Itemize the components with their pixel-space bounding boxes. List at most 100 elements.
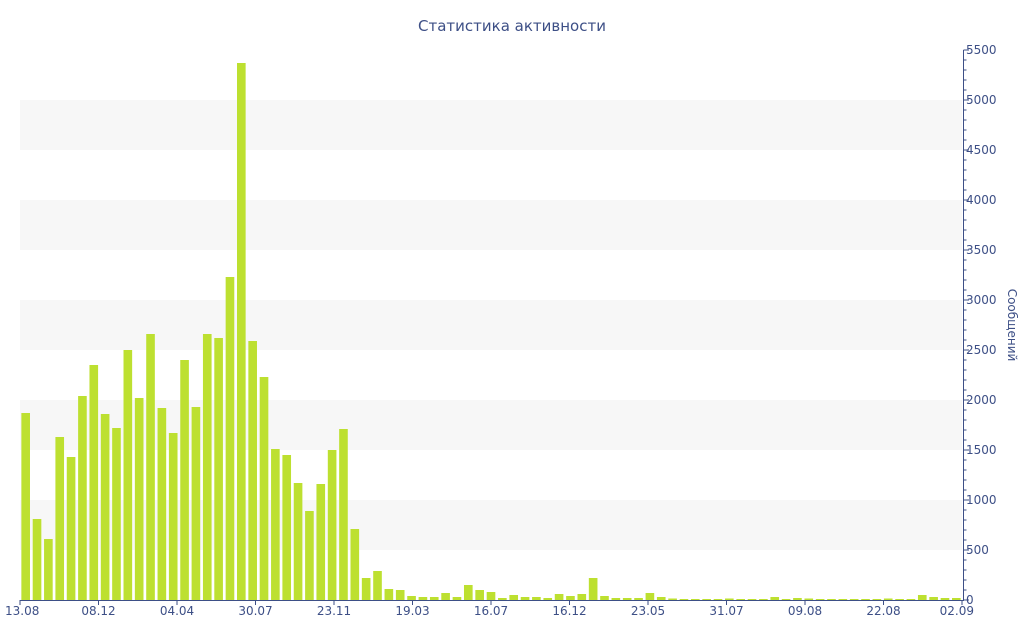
bar — [895, 599, 904, 600]
bar — [747, 599, 757, 600]
x-tick-label: 04.04 — [160, 604, 194, 618]
y-tick-label: 3500 — [966, 243, 997, 257]
x-tick-label: 13.08 — [5, 604, 39, 618]
bar — [327, 450, 337, 600]
bar — [645, 593, 655, 600]
x-tick-label: 23.11 — [317, 604, 351, 618]
bar — [146, 334, 155, 600]
bar — [361, 578, 371, 600]
grid-band — [20, 100, 962, 150]
bar — [588, 578, 598, 600]
y-tick-label: 3000 — [966, 293, 997, 307]
bar — [656, 597, 666, 600]
grid-band — [20, 300, 962, 350]
y-tick-label: 2000 — [966, 393, 997, 407]
grid-band — [20, 200, 962, 250]
bar — [418, 597, 428, 600]
bar — [191, 407, 201, 600]
bar — [690, 599, 700, 600]
bar — [452, 597, 462, 600]
bar — [804, 598, 814, 600]
y-tick-label: 1500 — [966, 443, 997, 457]
bar — [838, 599, 848, 600]
bar — [259, 377, 269, 600]
bar — [89, 365, 99, 600]
x-tick-label: 16.07 — [474, 604, 508, 618]
bar — [498, 598, 507, 600]
y-tick-label: 4500 — [966, 143, 997, 157]
bar — [929, 597, 938, 600]
bar — [883, 598, 893, 600]
bar — [316, 484, 326, 600]
bar — [134, 398, 144, 600]
bar — [475, 590, 484, 600]
bar — [463, 585, 473, 600]
bar — [237, 63, 246, 600]
bar — [509, 595, 519, 600]
bar — [66, 457, 76, 600]
bar — [634, 598, 643, 600]
bar — [917, 595, 927, 600]
bar — [952, 598, 961, 600]
bar — [282, 455, 292, 600]
y-tick-label: 500 — [966, 543, 989, 557]
bar — [32, 519, 42, 600]
bar — [55, 437, 65, 600]
bar — [781, 599, 791, 600]
bar — [554, 594, 564, 600]
bar — [225, 277, 235, 600]
bar — [543, 598, 553, 600]
bar — [577, 594, 587, 600]
bar — [395, 590, 405, 600]
bar — [78, 396, 87, 600]
bar — [520, 597, 530, 600]
bar — [872, 599, 882, 600]
bar — [202, 334, 212, 600]
y-axis-title: Сообщений — [1005, 289, 1019, 362]
x-tick-label: 30.07 — [238, 604, 272, 618]
y-tick-label: 4000 — [966, 193, 997, 207]
bar — [793, 598, 802, 600]
bar — [736, 599, 745, 600]
x-tick-label: 19.03 — [395, 604, 429, 618]
bar — [770, 597, 780, 600]
bar — [339, 429, 348, 600]
bar — [566, 596, 575, 600]
bar — [123, 350, 133, 600]
bar — [759, 599, 768, 600]
bar — [827, 599, 836, 600]
bar — [725, 598, 734, 600]
bar — [849, 599, 859, 600]
y-tick-label: 5000 — [966, 93, 997, 107]
bar — [622, 598, 632, 600]
bar — [407, 596, 416, 600]
bar — [100, 414, 110, 600]
bar — [157, 408, 167, 600]
bar — [384, 589, 394, 600]
y-tick-label: 5500 — [966, 43, 997, 57]
bar — [429, 597, 439, 600]
bar — [611, 598, 621, 600]
x-tick-label: 22.08 — [866, 604, 900, 618]
bar — [702, 599, 711, 600]
bar — [350, 529, 360, 600]
y-tick-label: 2500 — [966, 343, 997, 357]
x-tick-label: 02.09 — [940, 604, 974, 618]
bar — [305, 511, 314, 600]
bar — [271, 449, 280, 600]
bar — [44, 539, 53, 600]
bar — [486, 592, 496, 600]
bar — [214, 338, 223, 600]
x-tick-label: 23.05 — [631, 604, 665, 618]
bar — [373, 571, 382, 600]
bar — [600, 596, 609, 600]
y-tick-label: 0 — [966, 593, 974, 607]
bar — [679, 599, 689, 600]
bar — [668, 598, 677, 600]
bar — [940, 598, 950, 600]
x-tick-label: 31.07 — [709, 604, 743, 618]
bar — [815, 599, 825, 600]
x-tick-label: 09.08 — [788, 604, 822, 618]
